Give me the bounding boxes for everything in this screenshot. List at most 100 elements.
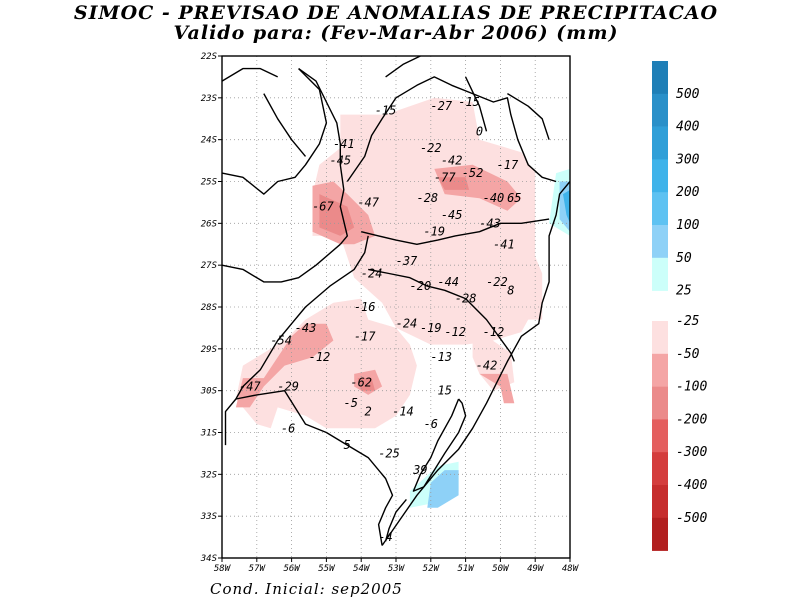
lat-tick-label: 29S	[201, 345, 218, 355]
lon-tick-label: 49W	[527, 564, 545, 574]
anomaly-value: -20	[410, 279, 432, 293]
anomaly-value: -27	[430, 99, 452, 113]
map-boundaries	[221, 55, 571, 546]
lat-tick-label: 31S	[200, 429, 218, 439]
anomaly-value: -67	[312, 200, 334, 214]
colorbar-swatch-negative	[652, 353, 668, 387]
anomaly-value: 15	[437, 384, 451, 398]
anomaly-value: -47	[239, 379, 261, 393]
lat-tick-label: 26S	[201, 219, 218, 229]
initial-condition: Cond. Inicial: sep2005	[210, 580, 403, 598]
anomaly-value: -41	[333, 137, 355, 151]
anomaly-value: -16	[354, 300, 376, 314]
colorbar-swatch-positive	[652, 257, 668, 291]
lat-tick-label: 25S	[201, 178, 218, 188]
colorbar-label-positive: 500	[676, 87, 700, 102]
colorbar-swatch-negative	[652, 419, 668, 453]
colorbar-label-negative: -50	[676, 347, 700, 362]
colorbar-label-positive: 25	[676, 284, 692, 299]
lat-tick-label: 27S	[201, 261, 218, 271]
anomaly-value: -37	[396, 254, 418, 268]
anomaly-value: -19	[420, 321, 442, 335]
anomaly-value: 39	[412, 463, 427, 477]
anomaly-value: -44	[437, 275, 459, 289]
anomaly-value: -29	[277, 379, 299, 393]
colorbar-label-negative: -200	[676, 412, 707, 427]
colorbar-swatch-positive	[652, 192, 668, 226]
anomaly-value: -17	[354, 329, 376, 343]
boundary-argentina-paraguay	[221, 243, 341, 283]
anomaly-value: -12	[309, 350, 331, 364]
anomaly-value: -6	[281, 421, 295, 435]
lat-tick-label: 24S	[201, 136, 218, 146]
colorbar-swatch-negative	[652, 321, 668, 355]
anomaly-value: -14	[392, 405, 414, 419]
colorbar-label-negative: -300	[676, 445, 707, 460]
colorbar-label-positive: 300	[675, 152, 700, 167]
lat-tick-label: 28S	[201, 303, 218, 313]
lon-tick-label: 52W	[423, 564, 441, 574]
lon-tick-label: 51W	[457, 564, 475, 574]
boundary-paraguay-river	[221, 67, 279, 82]
boundary-lagoa-dos-patos	[412, 398, 467, 492]
anomaly-value: -43	[479, 216, 501, 230]
lat-tick-label: 32S	[200, 470, 218, 480]
anomaly-value: 2	[365, 405, 372, 419]
boundary-uruguay-river	[224, 235, 369, 446]
anomaly-value: -42	[441, 154, 463, 168]
colorbar-swatch-positive	[652, 126, 668, 160]
anomaly-value: 65	[507, 191, 521, 205]
anomaly-value: -45	[441, 208, 463, 222]
colorbar-swatch-positive	[652, 159, 668, 193]
colorbar-swatch-negative	[652, 485, 668, 519]
lon-tick-label: 50W	[492, 564, 510, 574]
region-coast-blue-dark	[563, 189, 570, 224]
boundary-argentina-brazil-north-border	[221, 68, 328, 195]
boundary-parana-sc-border	[361, 218, 550, 246]
boundary-sc-rs-border	[368, 268, 515, 362]
region-south-blue	[427, 470, 459, 508]
boundary-parana-west-border	[298, 68, 348, 245]
anomaly-value: -28	[416, 191, 438, 205]
colorbar-swatch-positive	[652, 93, 668, 127]
anomaly-regions	[235, 97, 570, 508]
anomaly-value: -54	[270, 333, 292, 347]
anomaly-value: 0	[476, 124, 483, 138]
lat-tick-label: 33S	[200, 512, 218, 522]
region-northeast-red	[434, 164, 522, 211]
anomaly-value: -45	[329, 154, 351, 168]
colorbar-swatch-negative	[652, 452, 668, 486]
anomaly-value: -28	[455, 292, 477, 306]
anomaly-value: -43	[295, 321, 317, 335]
lon-tick-label: 53W	[388, 564, 406, 574]
region-west-red	[235, 323, 334, 408]
colorbar-swatch-positive	[652, 61, 668, 95]
anomaly-value: -15	[458, 95, 480, 109]
anomaly-value: -19	[423, 225, 445, 239]
anomaly-value: -24	[361, 267, 383, 281]
anomaly-value: 5	[344, 438, 351, 452]
lon-tick-label: 54W	[353, 564, 371, 574]
colorbar-label-positive: 100	[676, 218, 700, 233]
colorbar-swatch-negative	[652, 517, 668, 551]
boundary-brazil-south-coast	[381, 181, 571, 546]
boundary-sao-paulo-border	[385, 55, 421, 78]
anomaly-value: -13	[430, 350, 452, 364]
boundary-lagoa-mirim	[384, 498, 407, 542]
lat-tick-label: 22S	[201, 52, 218, 62]
lon-tick-label: 55W	[318, 564, 336, 574]
boundary-parana-north-border	[346, 76, 557, 183]
colorbar-label-positive: 400	[676, 120, 700, 135]
anomaly-values: -15 -27 -150-41 -22-45 -42 -17-77 -52-67 -47 -28…	[239, 95, 522, 544]
anomaly-value: -17	[497, 158, 519, 172]
lon-tick-label: 57W	[249, 564, 267, 574]
anomaly-value: -25	[378, 446, 400, 460]
anomaly-value: -77	[434, 170, 456, 184]
boundary-northeast-coast-extra	[464, 76, 488, 132]
anomaly-value: -41	[493, 237, 515, 251]
anomaly-value: -40	[483, 191, 505, 205]
map-subtitle: Valido para: (Fev-Mar-Abr 2006) (mm)	[173, 22, 619, 44]
lon-tick-label: 58W	[214, 564, 232, 574]
boundary-sp-coast	[507, 93, 550, 140]
region-east-red	[479, 373, 515, 404]
